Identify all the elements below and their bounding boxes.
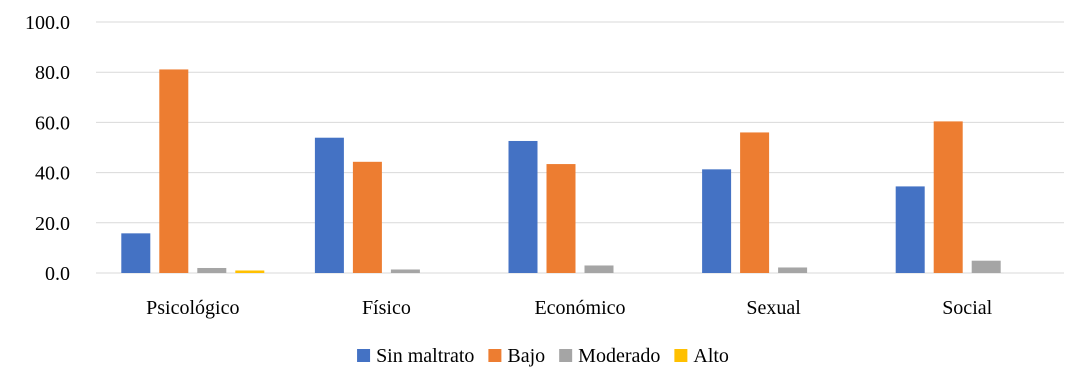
x-category-label: Económico bbox=[534, 297, 625, 319]
bars bbox=[121, 69, 1001, 274]
bar bbox=[895, 186, 925, 273]
x-category-label: Físico bbox=[362, 297, 411, 319]
y-tick-label: 40.0 bbox=[35, 163, 70, 185]
bar bbox=[778, 267, 808, 273]
y-tick-label: 0.0 bbox=[45, 263, 70, 285]
legend-label: Bajo bbox=[507, 345, 545, 367]
bar bbox=[121, 233, 151, 273]
y-tick-label: 60.0 bbox=[35, 112, 70, 134]
legend-label: Alto bbox=[693, 345, 729, 367]
bar bbox=[971, 260, 1001, 273]
y-axis-tick-labels: 0.0 20.0 40.0 60.0 80.0 100.0 bbox=[25, 12, 70, 285]
x-category-label: Psicológico bbox=[146, 297, 239, 319]
bar bbox=[352, 161, 382, 273]
x-category-label: Social bbox=[942, 297, 992, 319]
legend-swatch bbox=[674, 349, 688, 362]
bar bbox=[159, 69, 189, 274]
bar bbox=[197, 267, 227, 273]
y-tick-label: 100.0 bbox=[25, 12, 70, 34]
y-tick-label: 20.0 bbox=[35, 213, 70, 235]
bar bbox=[235, 270, 265, 273]
legend-label: Sin maltrato bbox=[376, 345, 474, 367]
legend-swatch bbox=[357, 349, 371, 362]
legend-swatch bbox=[559, 349, 573, 362]
legend-swatch bbox=[488, 349, 502, 362]
bar bbox=[508, 140, 538, 273]
bar bbox=[702, 169, 732, 273]
legend: Sin maltrato Bajo Moderado Alto bbox=[357, 345, 729, 367]
bar bbox=[933, 121, 963, 274]
legend-label: Moderado bbox=[578, 345, 660, 367]
bar bbox=[314, 137, 344, 273]
x-category-label: Sexual bbox=[746, 297, 801, 319]
y-tick-label: 80.0 bbox=[35, 62, 70, 84]
bar bbox=[390, 269, 420, 273]
bar bbox=[584, 265, 614, 273]
bar bbox=[546, 164, 576, 273]
x-axis-category-labels: Psicológico Físico Económico Sexual Social bbox=[146, 297, 993, 319]
bar bbox=[740, 132, 770, 273]
